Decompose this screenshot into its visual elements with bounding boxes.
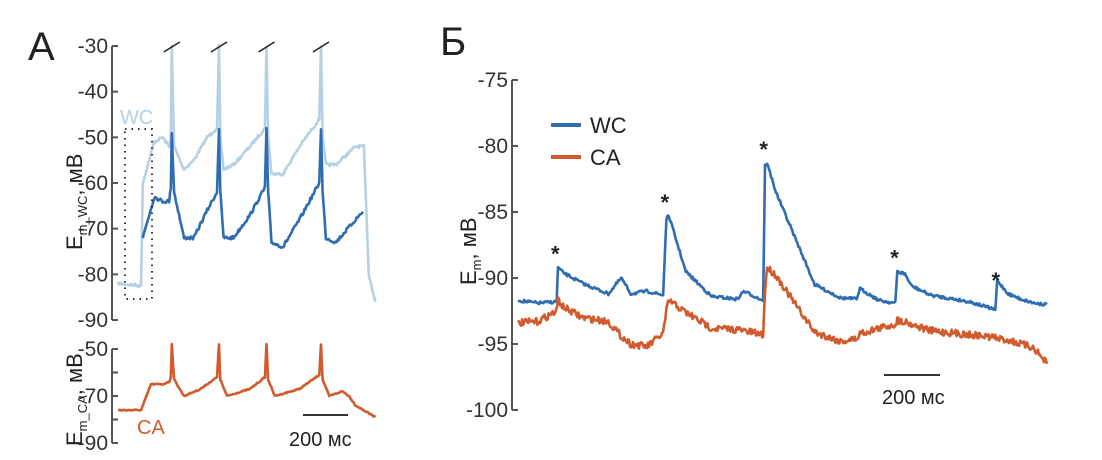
panel-b: Б -75 -80 -85 -90 -95 -100 Em, мВ * * * * * WC CA… xyxy=(440,20,1049,422)
event-marker: * xyxy=(661,190,670,215)
panel-a-top-tick-label: -50 xyxy=(78,126,108,149)
panel-a-bottom-tick-label: -70 xyxy=(78,385,108,408)
panel-b-tick-label: -95 xyxy=(478,333,508,356)
ca-annotation: CA xyxy=(137,417,165,439)
panel-a-top-y-label: Em_WC, мВ xyxy=(62,154,90,250)
panel-a-top-tick-label: -90 xyxy=(78,309,108,332)
legend: WC CA xyxy=(551,113,627,170)
panel-b-y-label: Em, мВ xyxy=(456,217,484,285)
panel-b-series-wc xyxy=(517,162,1048,312)
panel-b-tick-label: -90 xyxy=(478,267,508,290)
spike-break-mark xyxy=(258,41,275,53)
panel-a-bottom-tick-label: -90 xyxy=(78,432,108,455)
legend-label-ca: CA xyxy=(590,145,621,170)
panel-a-bottom-y-label: Em_CA, мВ xyxy=(62,353,90,446)
panel-b-scalebar-label: 200 мс xyxy=(882,387,945,409)
event-marker: * xyxy=(992,268,1001,293)
panel-b-y-axis: -75 -80 -85 -90 -95 -100 xyxy=(466,69,518,422)
panel-b-tick-label: -80 xyxy=(478,135,508,158)
panel-a-top-tick-label: -40 xyxy=(78,81,108,104)
panel-b-plot: * * * * * xyxy=(516,137,1049,365)
panel-a-top-y-axis: -30 -40 -50 -60 -70 -80 -90 xyxy=(78,35,118,332)
panel-b-label: Б xyxy=(440,20,466,64)
panel-a-top-series-wc-light- xyxy=(116,43,377,303)
panel-a-top-plot xyxy=(116,41,377,303)
panel-a-top-tick-label: -60 xyxy=(78,172,108,195)
panel-a-label: А xyxy=(28,25,55,69)
legend-label-wc: WC xyxy=(590,113,627,138)
event-marker: * xyxy=(551,241,560,266)
panel-a-scalebar-label: 200 мс xyxy=(289,429,352,451)
event-marker: * xyxy=(890,245,899,270)
panel-b-tick-label: -100 xyxy=(466,399,508,422)
event-marker: * xyxy=(759,137,768,162)
panel-a-top-series-wc-dark- xyxy=(141,126,364,250)
wc-annotation: WC xyxy=(120,107,153,129)
panel-a-bottom-plot xyxy=(117,342,377,418)
panel-a-top-tick-label: -30 xyxy=(78,35,108,58)
panel-a-bottom-tick-label: -50 xyxy=(78,338,108,361)
panel-a-top-tick-label: -70 xyxy=(78,218,108,241)
panel-b-series-ca xyxy=(516,265,1049,365)
spike-break-mark xyxy=(163,41,181,53)
spike-break-mark xyxy=(210,41,228,53)
panel-a-top-tick-label: -80 xyxy=(78,263,108,286)
panel-a-bottom-y-axis: -50 -70 -90 xyxy=(78,338,118,455)
spike-break-mark xyxy=(312,41,330,53)
panel-b-tick-label: -75 xyxy=(478,69,508,92)
zoom-region-box xyxy=(124,128,153,300)
panel-a-bottom-series-ca xyxy=(117,342,377,418)
panel-a: А -30 -40 -50 -60 -70 -80 -90 Em_WC, мВ WC -50… xyxy=(28,25,377,455)
panel-b-tick-label: -85 xyxy=(478,201,508,224)
